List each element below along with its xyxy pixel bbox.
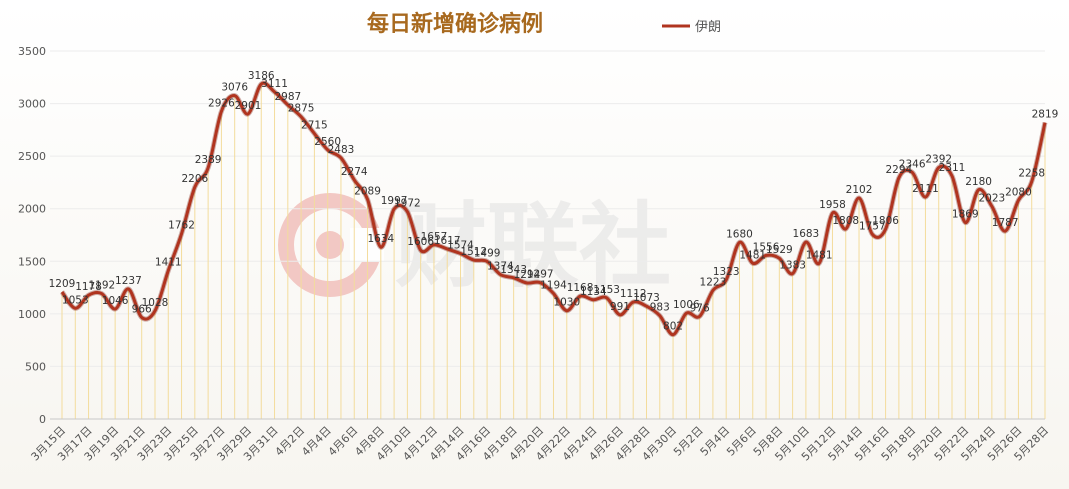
data-label: 1411 <box>155 257 182 269</box>
data-label: 976 <box>690 302 710 314</box>
series-line <box>59 80 1048 338</box>
series-line-path <box>60 81 1047 337</box>
data-label: 1323 <box>713 266 740 278</box>
data-label: 1481 <box>806 249 833 261</box>
data-label: 1294 <box>514 269 541 281</box>
data-label: 2180 <box>965 176 992 188</box>
data-label: 2346 <box>899 158 926 170</box>
data-label: 1606 <box>407 236 434 248</box>
y-tick-label: 0 <box>39 413 46 426</box>
data-label: 1512 <box>460 246 487 258</box>
data-label: 1757 <box>859 220 886 232</box>
data-label: 1209 <box>49 278 76 290</box>
data-label: 1787 <box>992 217 1019 229</box>
y-tick-label: 2500 <box>18 150 46 163</box>
data-label: 1053 <box>62 294 89 306</box>
watermark-logo-icon <box>278 193 384 297</box>
data-label: 1343 <box>500 264 527 276</box>
data-label: 1168 <box>567 282 594 294</box>
data-label: 2023 <box>978 192 1005 204</box>
data-label: 1762 <box>168 220 195 232</box>
data-label: 2311 <box>939 162 966 174</box>
y-tick-label: 2000 <box>18 203 46 216</box>
data-label: 1112 <box>620 288 647 300</box>
data-label: 1972 <box>394 198 421 210</box>
y-tick-label: 1000 <box>18 308 46 321</box>
data-label: 1481 <box>739 249 766 261</box>
data-label: 1073 <box>633 292 660 304</box>
data-label: 2274 <box>341 166 368 178</box>
data-label: 1617 <box>434 235 461 247</box>
data-label: 2294 <box>886 164 913 176</box>
data-label: 1574 <box>447 240 474 252</box>
data-label: 1997 <box>381 195 408 207</box>
y-tick-label: 500 <box>25 360 46 373</box>
data-label: 3076 <box>221 82 248 94</box>
data-label: 1237 <box>115 275 142 287</box>
data-label: 2926 <box>208 97 235 109</box>
data-label: 2206 <box>181 173 208 185</box>
data-label: 2987 <box>274 91 301 103</box>
data-label: 1030 <box>553 297 580 309</box>
data-label: 1046 <box>102 295 129 307</box>
y-tick-label: 1500 <box>18 255 46 268</box>
data-label: 1006 <box>673 299 700 311</box>
data-label: 1808 <box>832 215 859 227</box>
data-label: 3186 <box>248 70 275 82</box>
data-label: 2901 <box>235 100 262 112</box>
data-label: 1297 <box>527 269 554 281</box>
data-label: 1806 <box>872 215 899 227</box>
data-label: 2102 <box>846 184 873 196</box>
data-label: 1958 <box>819 199 846 211</box>
data-label: 2111 <box>912 183 939 195</box>
data-label: 1657 <box>421 231 448 243</box>
data-label: 1153 <box>593 284 620 296</box>
chart-title: 每日新增确诊病例 <box>367 11 543 37</box>
data-label: 966 <box>132 303 152 315</box>
data-label: 1134 <box>580 286 607 298</box>
data-label: 1028 <box>142 297 169 309</box>
data-label: 2715 <box>301 120 328 132</box>
data-label: 991 <box>610 301 630 313</box>
data-label: 802 <box>663 321 683 333</box>
data-label: 1683 <box>793 228 820 240</box>
data-label: 1383 <box>779 260 806 272</box>
data-label: 1634 <box>367 233 394 245</box>
data-label: 1680 <box>726 228 753 240</box>
data-label: 1869 <box>952 208 979 220</box>
y-tick-label: 3500 <box>18 45 46 58</box>
data-label: 1223 <box>700 276 727 288</box>
data-label: 2389 <box>195 154 222 166</box>
data-label: 1194 <box>540 279 567 291</box>
data-label: 2089 <box>354 185 381 197</box>
data-label: 2258 <box>1018 168 1045 180</box>
data-label: 1374 <box>487 261 514 273</box>
legend-label: 伊朗 <box>695 20 721 35</box>
data-label: 1192 <box>88 280 115 292</box>
data-label: 2819 <box>1032 109 1059 121</box>
data-label: 3111 <box>261 78 288 90</box>
legend: 伊朗 <box>662 20 721 35</box>
data-label: 1556 <box>753 241 780 253</box>
y-tick-label: 3000 <box>18 98 46 111</box>
data-label: 2080 <box>1005 186 1032 198</box>
data-label: 1529 <box>766 244 793 256</box>
data-label: 1499 <box>474 247 501 259</box>
data-label: 2875 <box>288 103 315 115</box>
data-label: 2392 <box>925 153 952 165</box>
data-label: 1178 <box>75 281 102 293</box>
y-axis-ticks: 0 500 1000 1500 2000 2500 3000 3500 <box>18 45 46 426</box>
data-label: 2560 <box>314 136 341 148</box>
data-label: 2483 <box>328 144 355 156</box>
data-label: 983 <box>650 302 670 314</box>
drop-lines <box>61 84 1046 419</box>
